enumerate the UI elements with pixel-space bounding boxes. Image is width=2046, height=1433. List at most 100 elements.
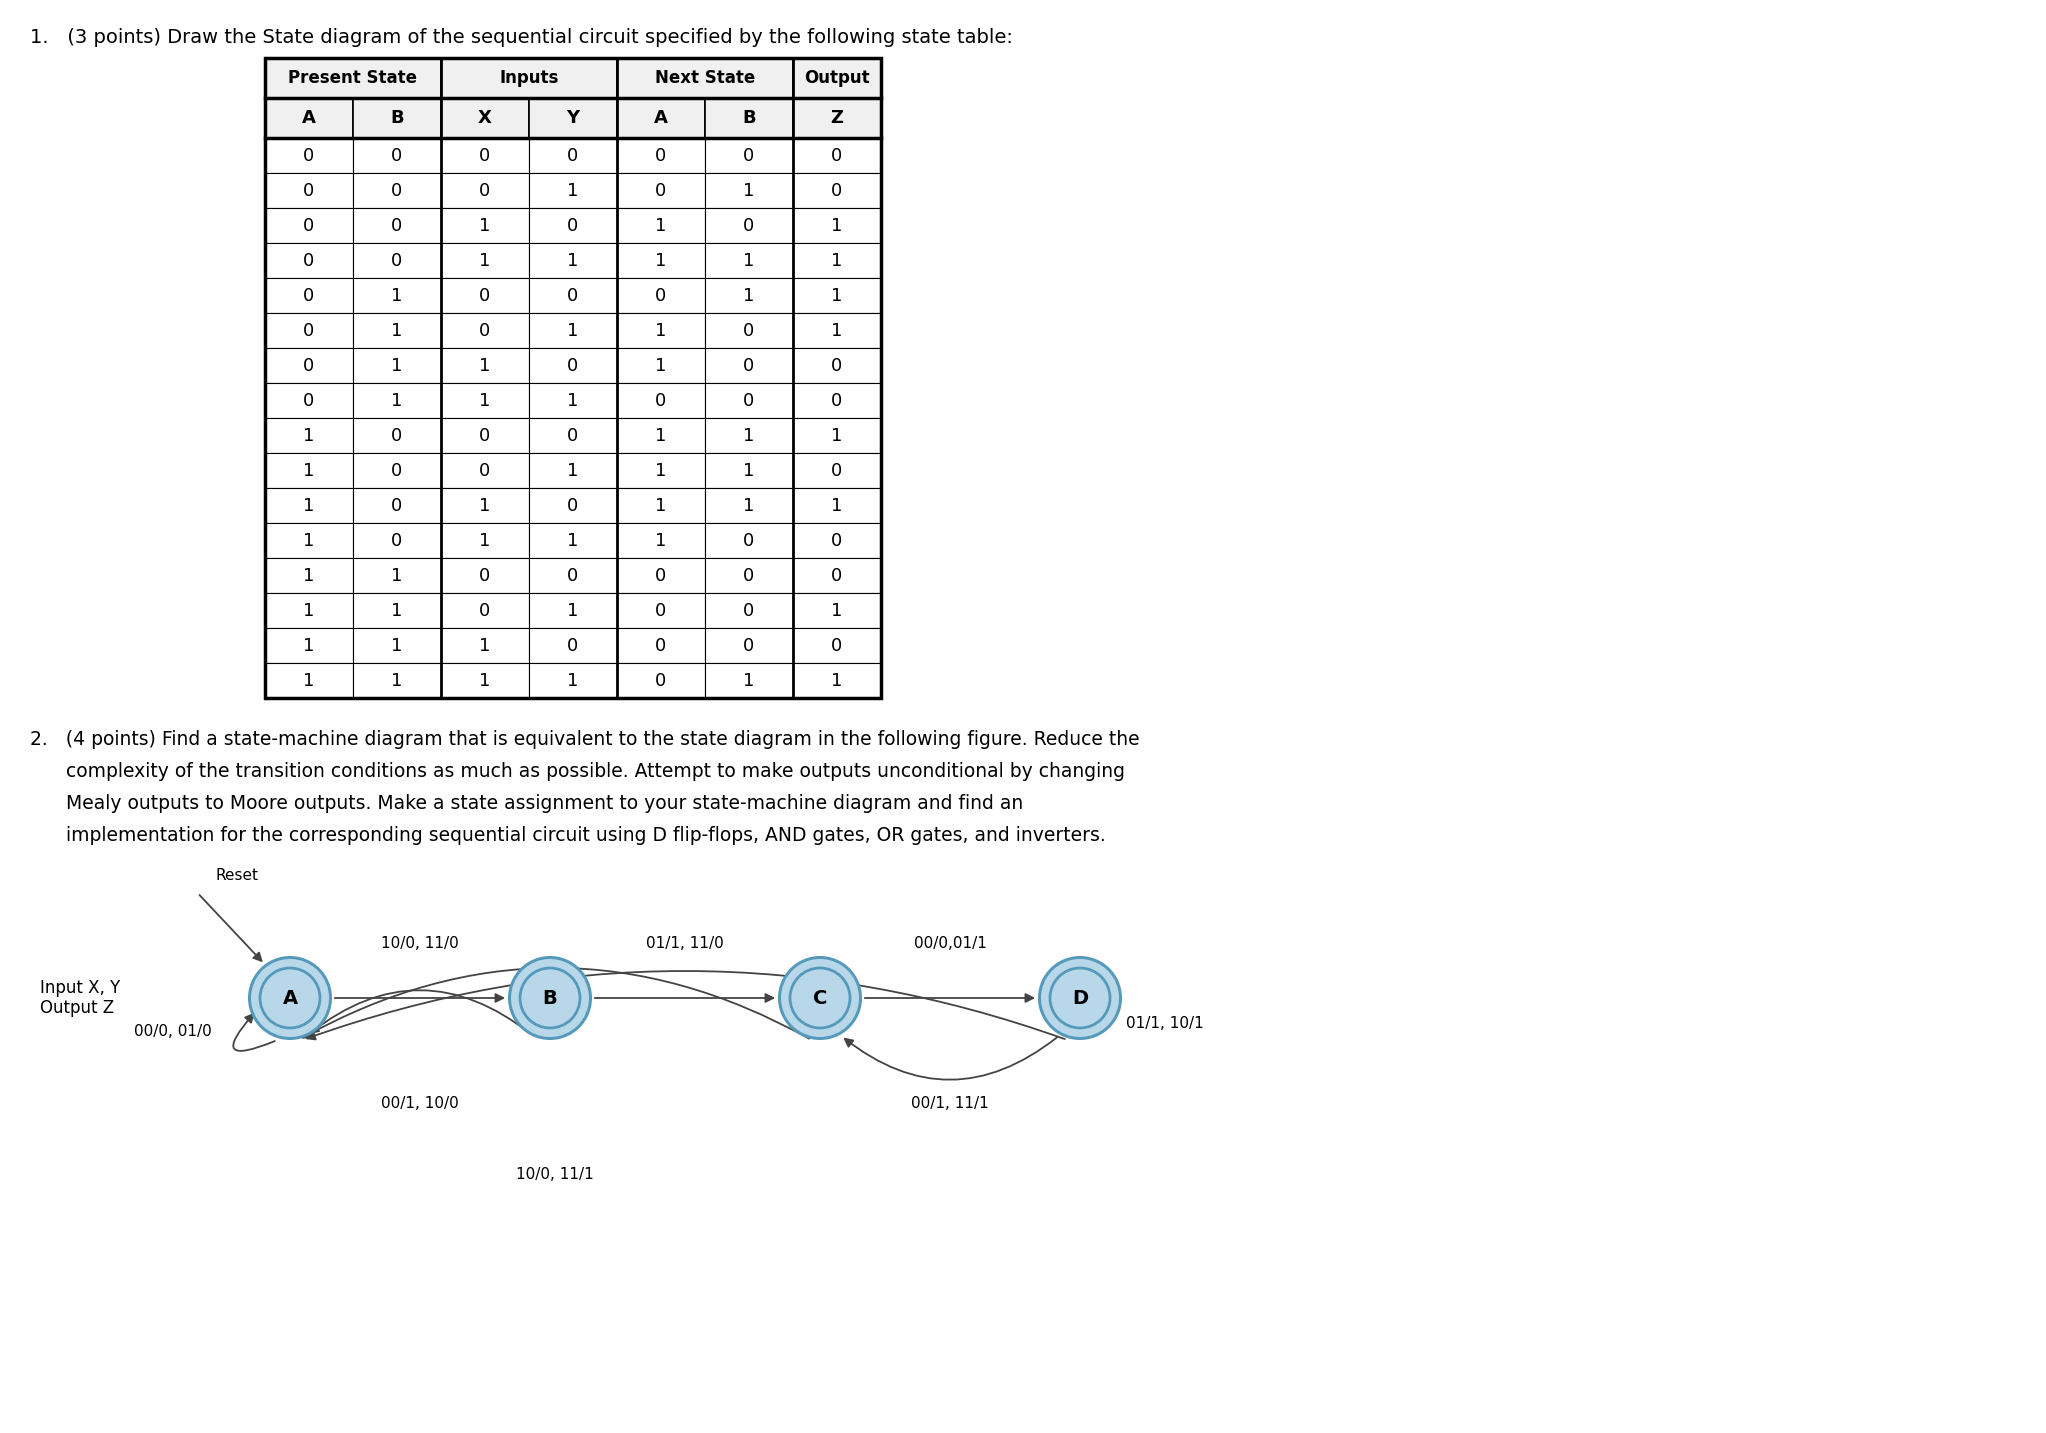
Text: 1: 1 [303,636,315,655]
Text: A: A [655,109,667,128]
Bar [530,208,618,244]
Text: 1: 1 [743,182,755,199]
Text: 1: 1 [391,636,403,655]
Bar [266,663,354,698]
Text: Reset: Reset [215,868,258,883]
Bar [794,138,882,173]
Bar [706,383,794,418]
Text: 2.   (4 points) Find a state-machine diagram that is equivalent to the state dia: 2. (4 points) Find a state-machine diagr… [31,729,1140,749]
Bar [706,523,794,557]
Text: 1: 1 [391,602,403,619]
Bar [618,663,706,698]
Text: 00/0, 01/0: 00/0, 01/0 [133,1025,211,1039]
Text: 0: 0 [303,321,315,340]
Text: 0: 0 [303,391,315,410]
Bar [266,557,354,593]
Bar [266,593,354,628]
Bar [354,97,442,138]
Bar [794,244,882,278]
Text: 10/0, 11/1: 10/0, 11/1 [516,1166,593,1182]
Text: 1: 1 [655,496,667,514]
Text: 0: 0 [391,496,403,514]
Bar [794,663,882,698]
Text: 1: 1 [303,672,315,689]
Text: 0: 0 [479,182,491,199]
Circle shape [252,959,329,1037]
Bar [354,208,442,244]
Bar [618,383,706,418]
Bar [266,489,354,523]
Bar [530,312,618,348]
Text: 1: 1 [391,287,403,304]
Text: D: D [1072,989,1088,1007]
Bar [794,489,882,523]
Text: 0: 0 [831,146,843,165]
Text: 0: 0 [567,496,579,514]
Text: 0: 0 [655,602,667,619]
Text: 1: 1 [655,216,667,235]
Bar [354,628,442,663]
Text: 0: 0 [743,636,755,655]
Bar [530,244,618,278]
Bar [794,208,882,244]
Bar [442,418,530,453]
Text: 1: 1 [831,321,843,340]
Circle shape [248,956,331,1040]
Bar [442,244,530,278]
Text: 0: 0 [479,461,491,480]
Text: 1: 1 [743,461,755,480]
Text: 1: 1 [391,566,403,585]
Bar [794,383,882,418]
Text: complexity of the transition conditions as much as possible. Attempt to make out: complexity of the transition conditions … [31,762,1125,781]
Bar [354,312,442,348]
Text: 0: 0 [391,427,403,444]
Bar [442,628,530,663]
Bar [354,173,442,208]
Text: 0: 0 [743,602,755,619]
Text: 0: 0 [567,427,579,444]
Bar [706,557,794,593]
Bar [706,173,794,208]
Text: 1: 1 [567,672,579,689]
Text: 1: 1 [479,357,491,374]
Text: 0: 0 [567,287,579,304]
Circle shape [1041,959,1119,1037]
Text: 0: 0 [831,391,843,410]
Text: Inputs: Inputs [499,69,559,87]
Bar [530,557,618,593]
Text: 0: 0 [743,566,755,585]
Bar [354,138,442,173]
Bar [530,453,618,489]
Text: 0: 0 [743,146,755,165]
Bar [618,173,706,208]
Bar [354,278,442,312]
Text: 1: 1 [655,532,667,549]
Bar [442,557,530,593]
Text: 0: 0 [655,146,667,165]
Text: 0: 0 [479,566,491,585]
Bar [266,138,354,173]
Bar [794,97,882,138]
Bar [706,312,794,348]
Text: 1: 1 [303,427,315,444]
Text: C: C [812,989,827,1007]
Text: A: A [282,989,297,1007]
Text: 00/1, 11/1: 00/1, 11/1 [910,1095,988,1111]
Text: 1: 1 [831,496,843,514]
Text: 1: 1 [831,672,843,689]
Bar [618,593,706,628]
Circle shape [512,959,589,1037]
Text: 1: 1 [567,461,579,480]
Text: 10/0, 11/0: 10/0, 11/0 [381,936,458,952]
Text: Z: Z [831,109,843,128]
Text: 0: 0 [831,532,843,549]
Circle shape [777,956,861,1040]
Text: 1: 1 [479,672,491,689]
Bar [530,138,618,173]
Text: 1: 1 [743,496,755,514]
Bar [618,57,794,97]
Text: 0: 0 [479,321,491,340]
Bar [354,593,442,628]
Bar [266,383,354,418]
Bar [530,173,618,208]
